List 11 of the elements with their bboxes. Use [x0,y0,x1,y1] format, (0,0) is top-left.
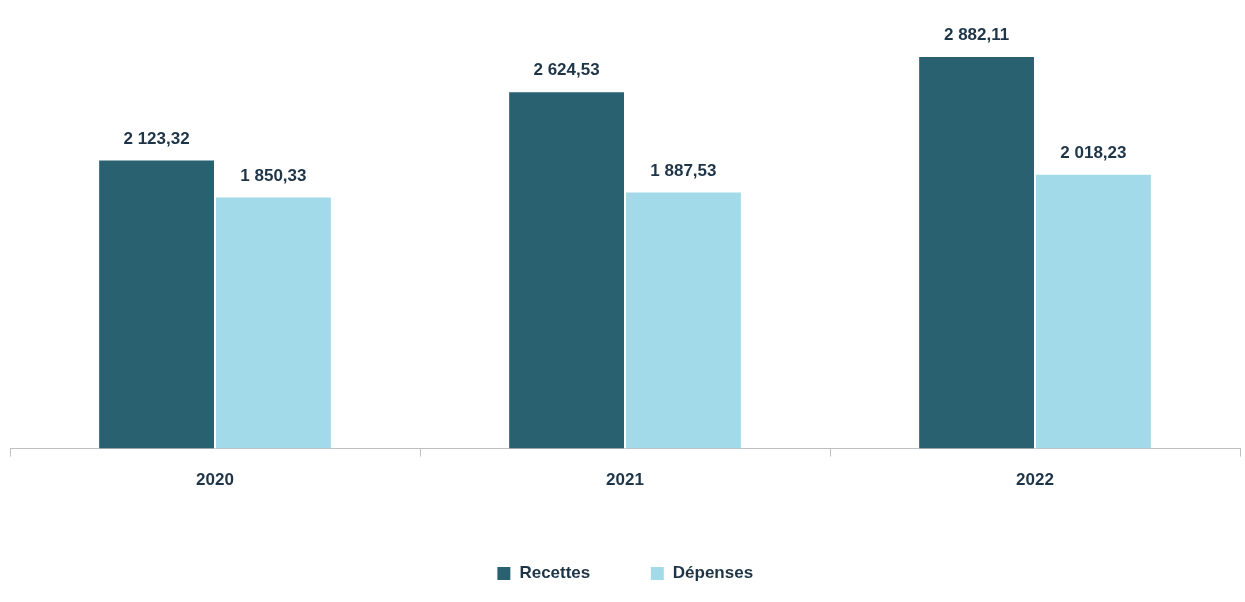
data-label: 1 850,33 [240,165,307,185]
data-label: 2 123,32 [123,128,190,148]
data-label: 2 018,23 [1060,142,1127,162]
data-label: 2 882,11 [943,25,1010,45]
data-label: 2 624,53 [533,60,600,80]
x-tick-label: 2020 [196,470,234,490]
legend-label: Recettes [519,563,591,583]
x-tick-label: 2022 [1016,470,1054,490]
x-tick-label: 2021 [606,470,644,490]
legend-label: Dépenses [672,563,754,583]
data-label: 1 887,53 [650,160,717,180]
